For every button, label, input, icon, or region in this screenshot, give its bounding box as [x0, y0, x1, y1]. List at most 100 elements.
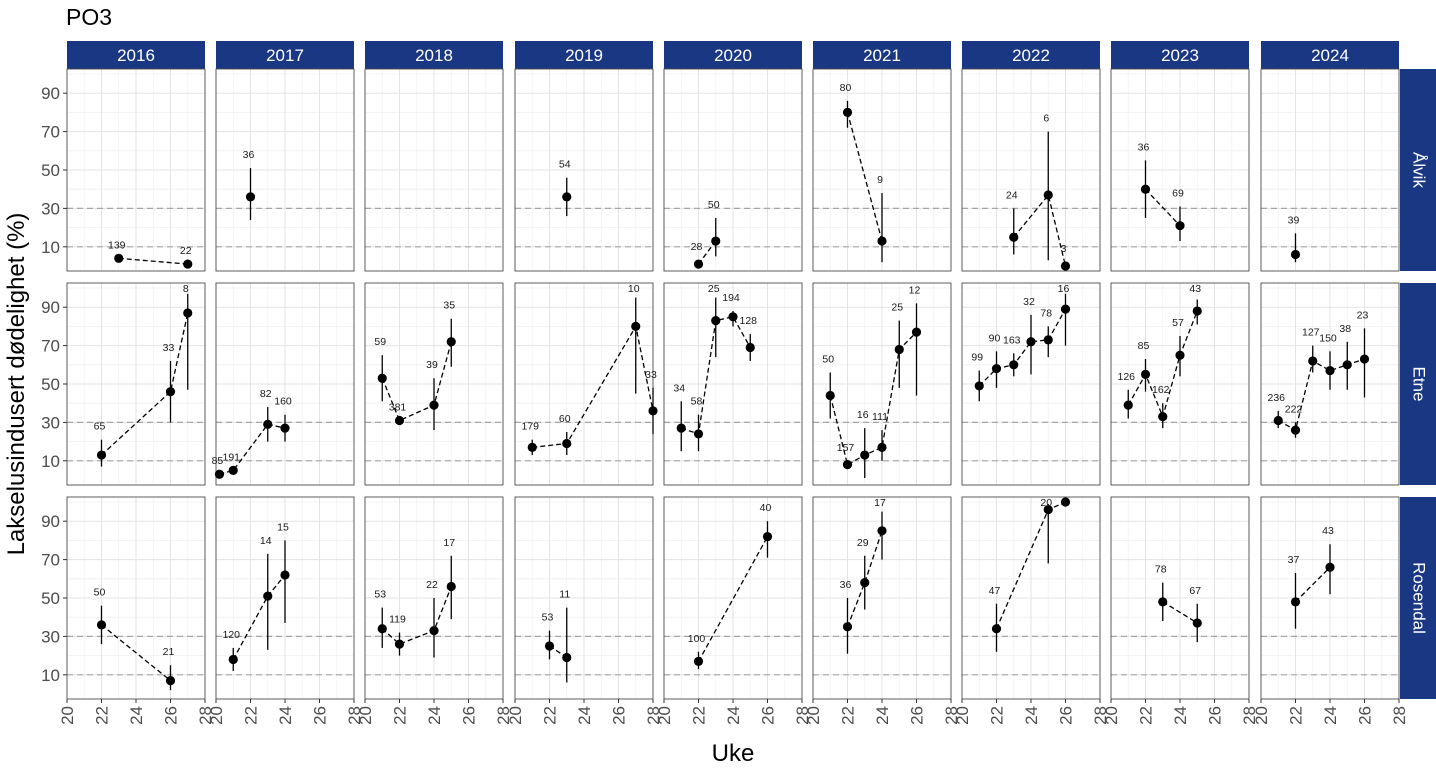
- series-line: [101, 312, 189, 456]
- y-tick-label: 10: [41, 666, 60, 685]
- column-strip-2019: [515, 41, 653, 69]
- data-label: 80: [840, 82, 852, 94]
- data-label: 43: [1322, 525, 1334, 537]
- data-label: 65: [94, 421, 106, 433]
- data-label: 32: [1023, 296, 1035, 308]
- data-label: 16: [857, 409, 869, 421]
- data-label: 50: [822, 353, 834, 365]
- panel-2-2022: 99 90 163 32 78 16: [961, 282, 1101, 486]
- panel-3-2024: 37 43: [1260, 496, 1400, 700]
- column-strip-label: 2016: [117, 46, 155, 65]
- data-point: [1009, 360, 1019, 370]
- x-tick-label: 26: [460, 706, 479, 725]
- series-line: [1145, 188, 1181, 227]
- panel-border: [514, 68, 654, 272]
- x-tick-label: 20: [1252, 706, 1271, 725]
- data-point: [1009, 232, 1019, 242]
- row-strip-label: Rosendal: [1410, 562, 1429, 634]
- data-point: [1158, 412, 1168, 422]
- x-tick-label: 24: [1022, 706, 1041, 725]
- data-label: 78: [1155, 564, 1167, 576]
- data-point: [842, 622, 853, 632]
- data-label: 69: [1172, 187, 1184, 199]
- x-tick-label: 28: [1390, 706, 1409, 725]
- panel-2-2018: 59 381 39 35: [364, 282, 504, 486]
- data-point: [860, 578, 870, 588]
- data-point: [842, 460, 853, 470]
- panel-1-2022: 24 6 3: [961, 68, 1101, 272]
- column-strip-2024: [1261, 41, 1399, 69]
- data-label: 25: [708, 283, 720, 295]
- column-strip-2017: [216, 41, 354, 69]
- data-label: 11: [559, 589, 570, 601]
- data-point: [245, 192, 256, 202]
- data-label: 85: [212, 455, 224, 467]
- series-line: [829, 331, 917, 466]
- data-point: [1060, 497, 1071, 507]
- data-point: [693, 259, 704, 269]
- panel-3-2022: 47 20 4: [961, 496, 1101, 700]
- data-point: [1290, 597, 1301, 607]
- panel-2-2016: 65 33 8: [66, 282, 206, 486]
- data-label: 22: [426, 579, 438, 591]
- x-tick-label: 24: [127, 706, 146, 725]
- data-label: 381: [389, 401, 407, 413]
- column-strip-2018: [365, 41, 503, 69]
- data-label: 35: [443, 300, 455, 312]
- data-label: 111: [872, 411, 888, 423]
- panel-1-2023: 36 69: [1110, 68, 1250, 272]
- data-point: [114, 253, 124, 263]
- data-label: 16: [1058, 283, 1070, 295]
- data-point: [1273, 415, 1283, 426]
- panel-border: [961, 68, 1101, 272]
- data-point: [1123, 400, 1133, 410]
- data-label: 10: [628, 283, 640, 295]
- x-tick-label: 20: [58, 706, 77, 725]
- data-label: 163: [1003, 334, 1021, 346]
- chart-title: PO3: [66, 4, 113, 30]
- data-label: 25: [891, 302, 903, 314]
- data-label: 119: [389, 614, 406, 626]
- panel-3-2017: 120 14 15: [215, 496, 355, 700]
- panel-border: [812, 68, 952, 272]
- data-point: [693, 656, 704, 666]
- data-point: [860, 450, 870, 460]
- x-tick-label: 28: [196, 706, 215, 725]
- x-tick-label: 28: [942, 706, 961, 725]
- x-tick-label: 22: [988, 706, 1007, 725]
- data-point: [1060, 304, 1071, 314]
- x-tick-label: 20: [804, 706, 823, 725]
- y-tick-label: 90: [41, 84, 60, 103]
- data-point: [1175, 350, 1185, 360]
- panel-1-2020: 28 50: [663, 68, 803, 272]
- data-point: [1359, 354, 1370, 364]
- panel-1-2019: 54: [514, 68, 654, 272]
- series-line: [101, 624, 171, 682]
- data-label: 54: [559, 159, 571, 171]
- panel-1-2016: 139 22: [66, 68, 206, 272]
- data-label: 15: [277, 521, 289, 533]
- panel-border: [215, 282, 355, 486]
- data-point: [711, 236, 721, 246]
- y-tick-label: 50: [41, 375, 60, 394]
- row-strip-1: [1400, 69, 1436, 271]
- data-point: [877, 236, 887, 246]
- x-tick-label: 26: [1206, 706, 1225, 725]
- data-label: 36: [243, 149, 255, 161]
- data-point: [1043, 190, 1053, 200]
- y-tick-label: 30: [41, 413, 60, 432]
- x-tick-label: 26: [1057, 706, 1076, 725]
- panel-2-2019: 179 60 10 33: [514, 282, 658, 486]
- data-label: 17: [874, 497, 886, 509]
- data-point: [825, 390, 835, 401]
- data-label: 90: [989, 332, 1001, 344]
- data-point: [394, 415, 405, 426]
- x-tick-label: 28: [345, 706, 364, 725]
- data-point: [228, 654, 238, 665]
- data-label: 4: [1061, 497, 1067, 509]
- data-point: [394, 639, 405, 649]
- data-point: [562, 652, 572, 663]
